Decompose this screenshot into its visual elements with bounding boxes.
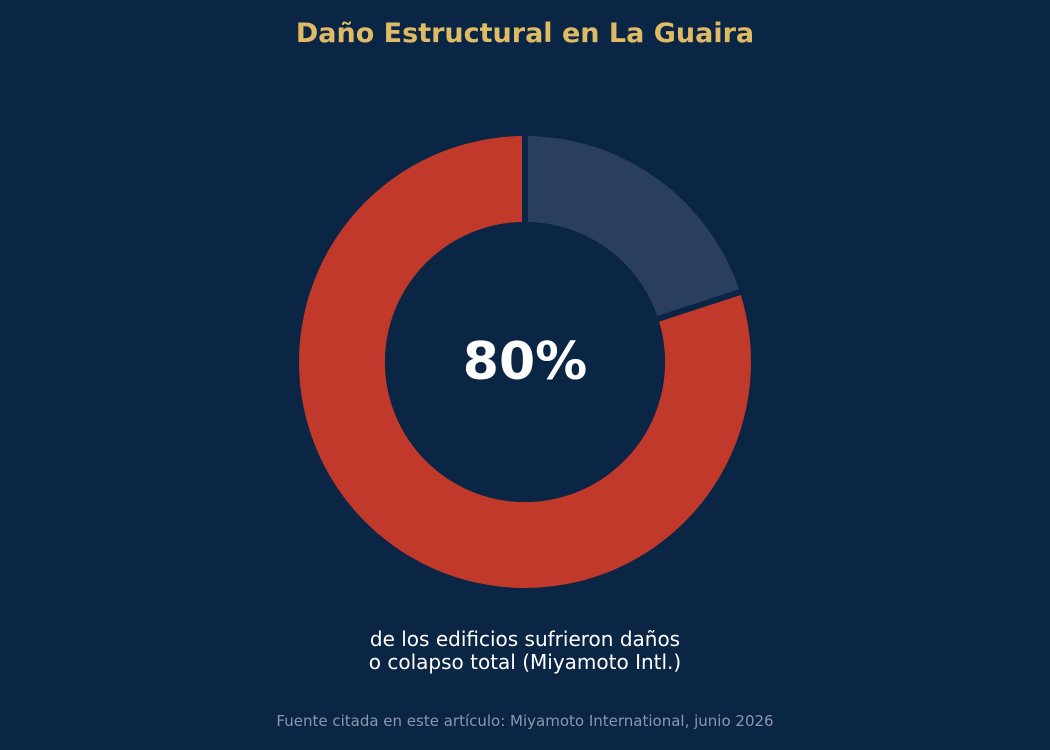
donut-slice-2 <box>525 136 740 319</box>
center-percentage-label: 80% <box>463 332 587 392</box>
slice-separator-2 <box>655 288 743 323</box>
donut-hole <box>385 222 665 502</box>
caption-line-1: de los edificios sufrieron daños <box>369 627 681 651</box>
chart-title: Daño Estructural en La Guaira <box>295 18 755 49</box>
caption-line-2: o colapso total (Miyamoto Intl.) <box>368 650 682 674</box>
source-note: Fuente citada en este artículo: Miyamoto… <box>276 712 774 730</box>
chart-caption: de los edificios sufrieron daños o colap… <box>0 628 1050 674</box>
donut-slice-1 <box>299 136 752 588</box>
